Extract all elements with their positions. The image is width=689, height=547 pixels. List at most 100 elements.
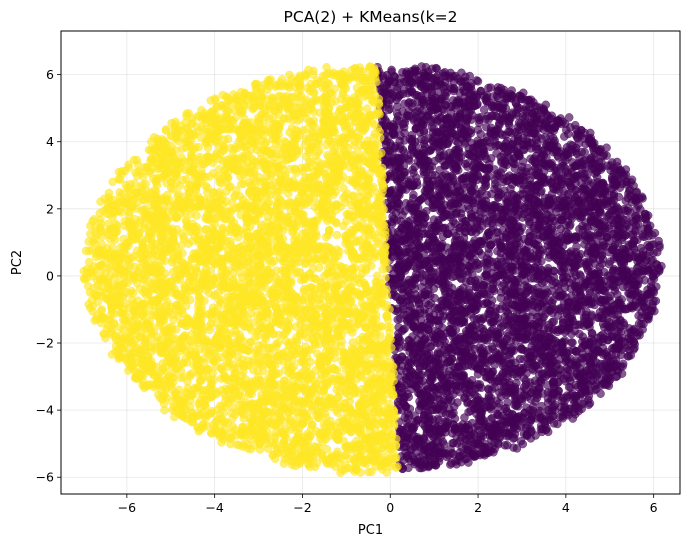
cluster-1-point: [634, 311, 643, 321]
cluster-1-point: [540, 119, 550, 129]
cluster-1-point: [468, 213, 477, 222]
cluster-1-point: [515, 411, 524, 421]
cluster-1-point: [473, 380, 482, 389]
cluster-1-point: [564, 113, 574, 122]
cluster-1-point: [456, 312, 465, 321]
cluster-1-point: [435, 76, 444, 86]
cluster-1-point: [438, 387, 448, 396]
cluster-1-point: [537, 369, 547, 379]
cluster-1-point: [455, 422, 465, 431]
cluster-1-point: [486, 142, 495, 152]
cluster-1-point: [486, 212, 495, 221]
cluster-1-point: [550, 248, 559, 257]
cluster-1-point: [502, 265, 512, 275]
cluster-1-point: [554, 214, 564, 223]
cluster-1-point: [650, 228, 660, 238]
cluster-1-point: [597, 280, 607, 289]
cluster-1-point: [442, 271, 451, 280]
cluster-1-point: [416, 155, 425, 165]
cluster-1-point: [635, 331, 644, 340]
cluster-1-point: [515, 354, 525, 364]
cluster-1-point: [581, 155, 590, 165]
cluster-1-point: [482, 372, 492, 382]
cluster-1-point: [448, 324, 457, 333]
cluster-1-point: [498, 386, 507, 396]
cluster-1-point: [454, 223, 464, 233]
cluster-1-point: [545, 140, 554, 150]
cluster-1-point: [426, 145, 435, 155]
cluster-1-point: [456, 252, 465, 262]
cluster-1-point: [415, 322, 425, 331]
cluster-1-point: [563, 235, 573, 245]
cluster-1-point: [568, 158, 577, 167]
cluster-1-point: [523, 141, 533, 150]
cluster-1-point: [546, 230, 556, 239]
cluster-1-point: [491, 307, 500, 317]
cluster-1-point: [516, 344, 526, 354]
cluster-1-point: [421, 415, 431, 425]
cluster-1-point: [506, 337, 515, 346]
cluster-1-point: [465, 100, 474, 110]
cluster-1-point: [614, 344, 624, 353]
cluster-1-point: [578, 221, 587, 231]
cluster-1-point: [511, 278, 520, 287]
cluster-1-point: [580, 297, 590, 307]
cluster-1-point: [484, 391, 494, 401]
cluster-1-point: [541, 425, 551, 435]
cluster-1-point: [570, 326, 580, 336]
cluster-1-point: [486, 402, 495, 411]
cluster-1-point: [571, 394, 581, 404]
cluster-1-point: [427, 73, 436, 83]
cluster-1-point: [530, 292, 540, 302]
cluster-1-point: [520, 105, 529, 115]
cluster-1-point: [623, 282, 632, 292]
cluster-1-point: [428, 195, 438, 205]
cluster-1-point: [481, 114, 491, 124]
cluster-1-point: [388, 123, 397, 133]
cluster-1-point: [415, 363, 425, 373]
cluster-1-point: [518, 439, 528, 449]
cluster-1-point: [548, 308, 557, 318]
cluster-1-point: [471, 397, 480, 406]
cluster-1-point: [507, 384, 517, 393]
cluster-1-point: [485, 431, 494, 440]
cluster-1-point: [401, 373, 411, 382]
cluster-1-point: [438, 405, 448, 414]
cluster-1-point: [570, 267, 579, 276]
cluster-1-point: [472, 175, 482, 185]
cluster-1-point: [603, 336, 613, 345]
cluster-1-point: [412, 90, 422, 100]
cluster-1-point: [557, 340, 566, 349]
cluster-1-point: [408, 207, 418, 216]
cluster-1-point: [465, 90, 474, 99]
cluster-1-point: [411, 250, 420, 260]
cluster-1-point: [448, 332, 457, 341]
cluster-1-point: [496, 83, 506, 93]
cluster-1-point: [414, 388, 423, 398]
cluster-1-point: [507, 209, 516, 219]
cluster-1-point: [444, 229, 453, 239]
cluster-1-point: [621, 196, 631, 206]
cluster-1-point: [494, 193, 503, 202]
cluster-1-point: [394, 322, 403, 332]
cluster-1-point: [632, 263, 642, 273]
cluster-1-point: [496, 248, 506, 258]
cluster-1-point: [492, 257, 501, 267]
cluster-1-point: [576, 212, 586, 221]
cluster-1-point: [457, 363, 467, 372]
cluster-1-point: [583, 352, 593, 362]
cluster-1-point: [625, 208, 635, 217]
cluster-1-point: [478, 344, 487, 353]
cluster-1-point: [463, 162, 472, 171]
cluster-1-point: [465, 327, 474, 336]
cluster-1-point: [419, 164, 429, 174]
cluster-1-point: [445, 409, 455, 419]
cluster-1-point: [395, 259, 405, 268]
cluster-1-point: [484, 384, 493, 393]
cluster-1-point: [547, 286, 557, 296]
cluster-1-point: [513, 194, 522, 203]
cluster-1-point: [458, 174, 468, 183]
cluster-1-point: [543, 266, 553, 276]
cluster-1-point: [503, 398, 512, 407]
cluster-1-point: [418, 399, 428, 409]
